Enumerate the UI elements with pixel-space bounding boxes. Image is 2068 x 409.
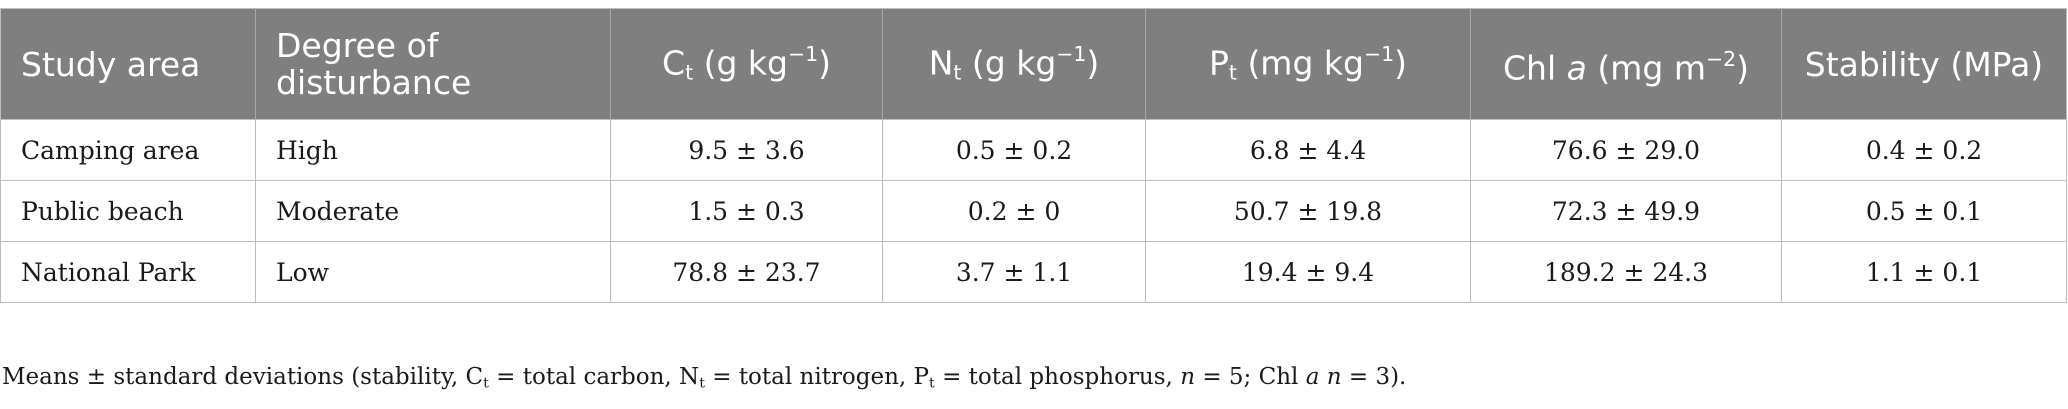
header-row: Study area Degree of disturbance Ct (g k… xyxy=(0,8,2067,120)
cell-stability: 0.4 ± 0.2 xyxy=(1781,119,2067,181)
cell-ct: 9.5 ± 3.6 xyxy=(610,119,883,181)
cell-chl-a: 72.3 ± 49.9 xyxy=(1470,180,1782,242)
cell-chl-a: 76.6 ± 29.0 xyxy=(1470,119,1782,181)
header-stability: Stability (MPa) xyxy=(1781,8,2067,120)
table-row: Public beach Moderate 1.5 ± 0.3 0.2 ± 0 … xyxy=(0,180,2067,242)
cell-pt: 19.4 ± 9.4 xyxy=(1145,241,1471,303)
table-row: National Park Low 78.8 ± 23.7 3.7 ± 1.1 … xyxy=(0,241,2067,303)
cell-study-area: Public beach xyxy=(0,180,256,242)
cell-ct: 78.8 ± 23.7 xyxy=(610,241,883,303)
table-footnote: Means ± standard deviations (stability, … xyxy=(2,364,1407,392)
cell-stability: 0.5 ± 0.1 xyxy=(1781,180,2067,242)
cell-disturbance: High xyxy=(255,119,611,181)
table-row: Camping area High 9.5 ± 3.6 0.5 ± 0.2 6.… xyxy=(0,119,2067,181)
cell-chl-a: 189.2 ± 24.3 xyxy=(1470,241,1782,303)
data-table: Study area Degree of disturbance Ct (g k… xyxy=(0,8,2067,303)
header-pt: Pt (mg kg−1) xyxy=(1145,8,1471,120)
header-ct: Ct (g kg−1) xyxy=(610,8,883,120)
header-nt: Nt (g kg−1) xyxy=(882,8,1146,120)
cell-ct: 1.5 ± 0.3 xyxy=(610,180,883,242)
header-disturbance: Degree of disturbance xyxy=(255,8,611,120)
cell-pt: 6.8 ± 4.4 xyxy=(1145,119,1471,181)
cell-disturbance: Moderate xyxy=(255,180,611,242)
cell-nt: 0.2 ± 0 xyxy=(882,180,1146,242)
cell-stability: 1.1 ± 0.1 xyxy=(1781,241,2067,303)
cell-study-area: National Park xyxy=(0,241,256,303)
cell-study-area: Camping area xyxy=(0,119,256,181)
cell-nt: 0.5 ± 0.2 xyxy=(882,119,1146,181)
header-chl-a: Chl a (mg m−2) xyxy=(1470,8,1782,120)
header-study-area: Study area xyxy=(0,8,256,120)
cell-pt: 50.7 ± 19.8 xyxy=(1145,180,1471,242)
cell-disturbance: Low xyxy=(255,241,611,303)
cell-nt: 3.7 ± 1.1 xyxy=(882,241,1146,303)
